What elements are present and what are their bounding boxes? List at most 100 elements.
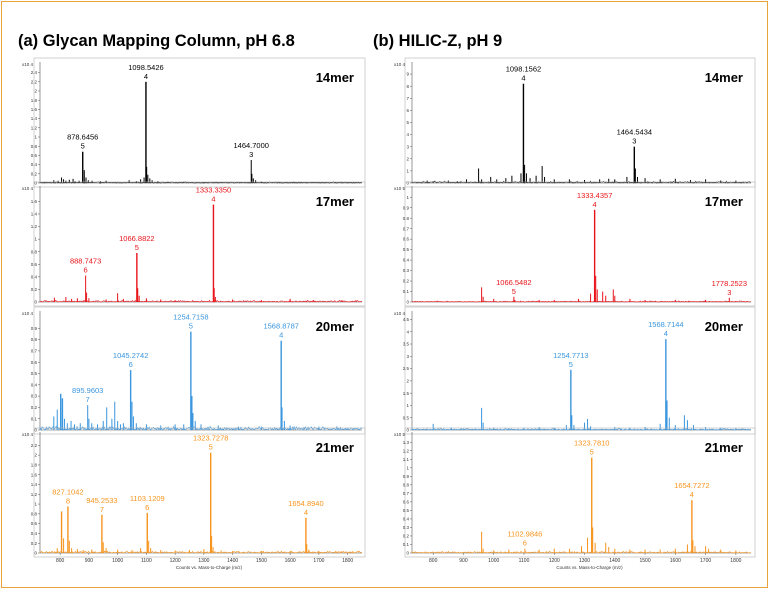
y-tick-label: 2 [34, 453, 37, 458]
peak-mz-label: 1103.1209 [130, 494, 165, 503]
panel-border [33, 181, 366, 307]
y-tick-label: 0.7 [403, 491, 410, 496]
peak-mz-label: 1778.2523 [712, 279, 747, 288]
y-tick-label: 0.1 [403, 542, 410, 547]
y-tick-label: 1 [406, 403, 409, 408]
y-tick-label: 0.4 [31, 382, 38, 387]
peak-charge-label: 3 [727, 288, 731, 297]
y-tick-label: 0.2 [31, 287, 38, 292]
y-tick-label: 0.6 [31, 360, 38, 365]
x-tick-label: 1200 [170, 558, 181, 564]
y-tick-label: 2.5 [403, 366, 410, 371]
y-tick-label: 2.2 [31, 443, 38, 448]
y-scale-label: x10 5 [394, 186, 406, 191]
x-tick-label: 1800 [342, 558, 353, 564]
y-tick-label: 0.6 [403, 237, 410, 242]
y-tick-label: 8 [406, 84, 409, 89]
peak-charge-label: 7 [86, 395, 90, 404]
y-tick-label: 0.5 [31, 371, 38, 376]
y-tick-label: 1.2 [31, 224, 38, 229]
y-tick-label: 0.8 [31, 249, 38, 254]
y-tick-label: 0.4 [403, 517, 410, 522]
y-tick-label: 9 [406, 72, 409, 77]
y-tick-label: 0.3 [31, 394, 38, 399]
y-tick-label: 3 [406, 354, 409, 359]
peak-charge-label: 6 [523, 539, 527, 548]
spectrum-baseline [411, 300, 751, 303]
spectrum-panel-a-21mer: x10 400.20.40.60.811.21.41.61.822.2 21mer… [22, 427, 366, 570]
peak-charge-label: 5 [590, 448, 594, 457]
y-tick-label: 1 [406, 465, 409, 470]
x-tick-label: 1000 [488, 558, 499, 564]
y-tick-label: 0.8 [31, 144, 38, 149]
peak-mz-label: 827.1042 [52, 488, 83, 497]
x-tick-label: 1700 [700, 558, 711, 564]
peak-mz-label: 945.2533 [86, 496, 117, 505]
peak-charge-label: 8 [66, 497, 70, 506]
y-tick-label: 0.7 [31, 349, 38, 354]
y-tick-label: 1 [34, 135, 37, 140]
panel-label: 21mer [705, 440, 743, 455]
left-column-title: (a) Glycan Mapping Column, pH 6.8 [18, 32, 295, 50]
y-tick-label: 4.5 [403, 317, 410, 322]
spectrum-panel-a-14mer: x10 400.20.40.60.811.21.41.61.822.22.4 14… [22, 57, 366, 188]
y-tick-label: 0 [406, 300, 409, 305]
peak-charge-label: 6 [129, 360, 133, 369]
panel-border [33, 306, 366, 435]
y-tick-label: 2 [406, 156, 409, 161]
y-tick-label: 1.2 [403, 448, 410, 453]
x-tick-label: 900 [85, 558, 94, 564]
y-tick-label: 0.5 [403, 508, 410, 513]
peak-mz-label: 1066.5482 [496, 278, 531, 287]
spectrum-baseline [39, 299, 363, 303]
y-tick-label: 0.2 [31, 171, 38, 176]
peak-mz-label: 1045.2742 [113, 351, 148, 360]
y-tick-label: 0 [34, 428, 37, 433]
peak-charge-label: 4 [690, 490, 694, 499]
x-tick-label: 1400 [227, 558, 238, 564]
x-tick-label: 1700 [313, 558, 324, 564]
y-tick-label: 4 [406, 329, 409, 334]
panel-border [404, 181, 756, 307]
peak-mz-label: 1464.7000 [233, 141, 268, 150]
peak-mz-label: 1654.7272 [674, 481, 709, 490]
peak-mz-label: 1102.9846 [507, 530, 542, 539]
peak-charge-label: 4 [521, 74, 525, 83]
peak-charge-label: 4 [304, 508, 308, 517]
y-tick-label: 0 [406, 428, 409, 433]
y-tick-label: 1.4 [31, 482, 38, 487]
peak-mz-label: 1323.7278 [193, 434, 228, 443]
y-tick-label: 0.2 [31, 541, 38, 546]
y-tick-label: 0.2 [31, 405, 38, 410]
y-tick-label: 0 [406, 551, 409, 556]
y-tick-label: 0.8 [403, 482, 410, 487]
y-tick-label: 1.6 [31, 199, 38, 204]
y-tick-label: 0.1 [31, 416, 38, 421]
peak-mz-label: 1254.7713 [553, 351, 588, 360]
peak-charge-label: 4 [144, 72, 148, 81]
y-tick-label: 1 [34, 502, 37, 507]
y-tick-label: 1.5 [403, 391, 410, 396]
y-tick-label: 0.3 [403, 268, 410, 273]
y-tick-label: 0.4 [31, 531, 38, 536]
y-scale-label: x10 4 [22, 186, 34, 191]
spectrum-baseline [39, 550, 363, 554]
y-tick-label: 6 [406, 108, 409, 113]
peak-charge-label: 3 [632, 137, 636, 146]
peak-charge-label: 7 [100, 505, 104, 514]
spectrum-panel-b-21mer: x10 500.10.20.30.40.50.60.70.80.911.11.2… [394, 427, 756, 570]
x-tick-label: 1100 [141, 558, 152, 564]
y-tick-label: 2.4 [31, 70, 38, 75]
y-scale-label: x10 4 [394, 311, 406, 316]
y-scale-label: x10 5 [394, 432, 406, 437]
y-tick-label: 0 [34, 181, 37, 186]
x-tick-label: 1200 [549, 558, 560, 564]
peak-charge-label: 6 [145, 503, 149, 512]
y-tick-label: 0.9 [31, 326, 38, 331]
y-tick-label: 0 [34, 551, 37, 556]
y-tick-label: 5 [406, 120, 409, 125]
y-scale-label: x10 4 [22, 311, 34, 316]
spectrum-panel-b-17mer: x10 500.10.20.30.40.50.60.70.80.91 17mer1… [394, 181, 756, 307]
